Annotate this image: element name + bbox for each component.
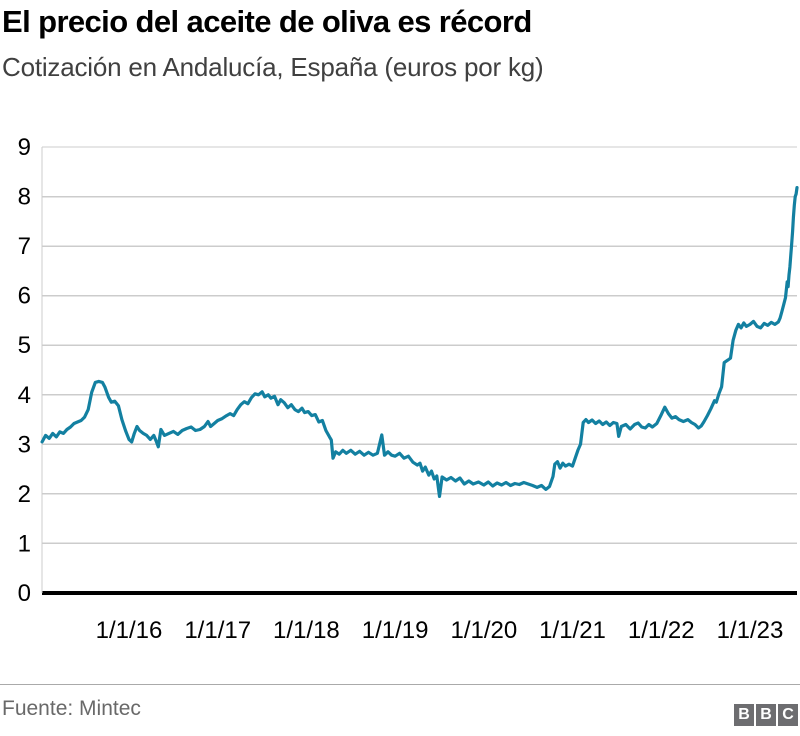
bbc-logo-block-c: C <box>778 704 798 726</box>
price-chart-container: 0 1 2 3 4 5 6 7 8 9 1/1/16 1/1/17 1/1/18 1/1/19 1/1/20… <box>0 120 800 670</box>
y-tick-label: 8 <box>18 184 31 211</box>
y-tick-label: 5 <box>18 332 31 359</box>
y-tick-label: 9 <box>18 134 31 161</box>
y-tick-label: 3 <box>18 431 31 458</box>
x-tick-label: 1/1/22 <box>628 617 695 644</box>
page-title: El precio del aceite de oliva es récord <box>2 4 532 39</box>
y-tick-label: 7 <box>18 233 31 260</box>
footer-divider <box>0 684 800 685</box>
x-tick-label: 1/1/19 <box>362 617 429 644</box>
y-tick-label: 0 <box>18 580 31 607</box>
source-text: Fuente: Mintec <box>2 697 141 720</box>
y-tick-label: 2 <box>18 481 31 508</box>
x-tick-label: 1/1/16 <box>96 617 163 644</box>
y-tick-label: 1 <box>18 530 31 557</box>
price-chart: 0 1 2 3 4 5 6 7 8 9 1/1/16 1/1/17 1/1/18 1/1/19 1/1/20… <box>18 134 799 644</box>
y-tick-label: 6 <box>18 283 31 310</box>
price-line <box>40 186 799 498</box>
bbc-logo-block-b2: B <box>756 704 776 726</box>
x-tick-label: 1/1/20 <box>450 617 517 644</box>
bbc-logo-block-b1: B <box>734 704 754 726</box>
x-tick-label: 1/1/17 <box>184 617 251 644</box>
x-tick-label: 1/1/21 <box>539 617 606 644</box>
bbc-logo: B B C <box>734 704 798 726</box>
y-tick-label: 4 <box>18 382 31 409</box>
x-tick-label: 1/1/23 <box>717 617 784 644</box>
page-subtitle: Cotización en Andalucía, España (euros p… <box>2 52 544 82</box>
x-tick-label: 1/1/18 <box>273 617 340 644</box>
